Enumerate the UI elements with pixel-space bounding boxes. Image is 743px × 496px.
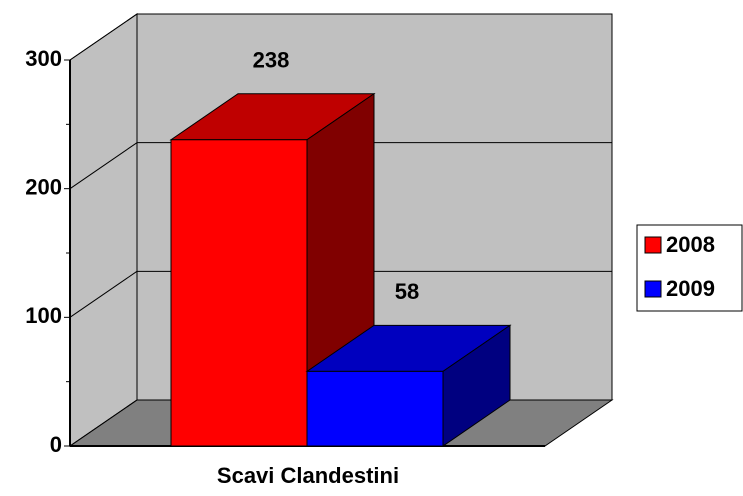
grid-line xyxy=(69,13,138,61)
bar xyxy=(170,139,308,447)
category-label: Scavi Clandestini xyxy=(217,463,399,488)
y-tick-label: 300 xyxy=(25,46,62,71)
y-tick-label: 100 xyxy=(25,303,62,328)
data-label: 238 xyxy=(253,48,290,73)
side-wall xyxy=(69,13,138,447)
legend-swatch xyxy=(644,280,662,298)
y-tick-label: 0 xyxy=(50,432,62,457)
legend-label: 2008 xyxy=(666,232,715,257)
data-label: 58 xyxy=(395,279,419,304)
legend-label: 2009 xyxy=(666,276,715,301)
y-tick-label: 200 xyxy=(25,174,62,199)
grid-line xyxy=(69,142,138,190)
grid-line xyxy=(69,399,138,447)
bar xyxy=(306,370,444,447)
legend-swatch xyxy=(644,236,662,254)
grid-line xyxy=(69,270,138,318)
